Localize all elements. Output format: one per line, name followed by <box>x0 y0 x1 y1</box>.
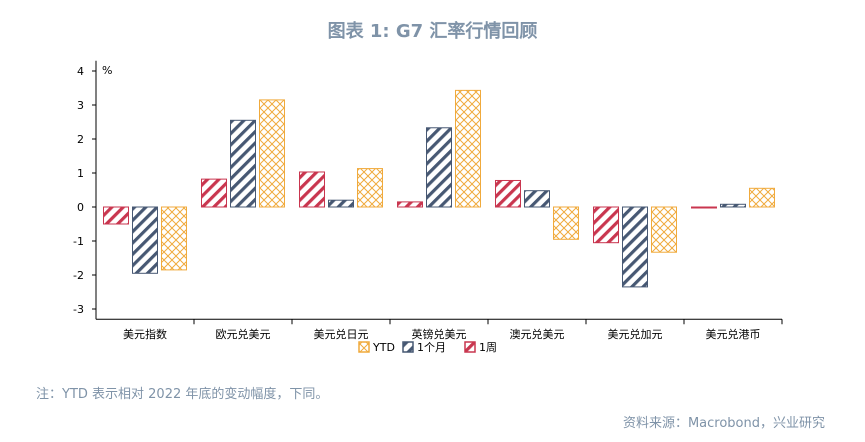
bar-1个月-6 <box>720 203 746 208</box>
x-category-label: 英镑兑美元 <box>412 327 467 341</box>
bar-1周-1 <box>201 178 227 208</box>
bar-YTD-1 <box>259 99 285 208</box>
bar-YTD-6 <box>749 187 775 208</box>
x-category-label: 美元指数 <box>123 327 167 341</box>
legend-label: 1周 <box>479 341 497 354</box>
bar-YTD-5 <box>651 206 677 253</box>
y-tick-label: 1 <box>77 167 84 180</box>
bar-YTD-2 <box>357 168 383 208</box>
bar-1周-2 <box>299 171 325 208</box>
bar-1周-6 <box>691 206 717 209</box>
legend-label: YTD <box>372 341 395 354</box>
y-tick-label: 3 <box>77 99 84 112</box>
x-category-label: 欧元兑美元 <box>216 327 271 341</box>
bar-YTD-4 <box>553 206 579 240</box>
y-unit-label: % <box>102 64 112 77</box>
x-category-label: 美元兑港币 <box>706 327 761 341</box>
legend-swatch-1周 <box>464 341 476 353</box>
bar-YTD-3 <box>455 89 481 208</box>
bar-1周-3 <box>397 201 423 208</box>
bar-1周-0 <box>103 206 129 225</box>
y-tick-label: 4 <box>77 65 84 78</box>
x-category-label: 澳元兑美元 <box>510 327 565 341</box>
bar-1个月-4 <box>524 190 550 208</box>
bar-1周-5 <box>593 206 619 244</box>
x-category-label: 美元兑加元 <box>608 327 663 341</box>
y-tick-label: 0 <box>77 201 84 214</box>
bar-YTD-0 <box>161 206 187 271</box>
legend-swatch-1个月 <box>402 341 414 353</box>
legend-swatch-YTD <box>358 341 370 353</box>
chart-note: 注：YTD 表示相对 2022 年底的变动幅度，下同。 <box>36 387 329 402</box>
bar-chart: 4 3 2 1 0 -1 -2 -3% 美元指数 欧元兑美元 美元兑日元 英镑兑美元 澳元兑美元 美元兑加… <box>73 60 783 354</box>
bar-1个月-2 <box>328 199 354 208</box>
bar-1个月-5 <box>622 206 648 288</box>
y-tick-label: -1 <box>73 235 84 248</box>
y-tick-label: 2 <box>77 133 84 146</box>
bar-1个月-1 <box>230 119 256 208</box>
bar-1个月-3 <box>426 127 452 208</box>
legend-label: 1个月 <box>417 341 446 354</box>
bar-1个月-0 <box>132 206 158 274</box>
y-tick-label: -3 <box>73 303 84 316</box>
y-tick-label: -2 <box>73 269 84 282</box>
chart-source: 资料来源：Macrobond，兴业研究 <box>622 416 825 431</box>
bar-1周-4 <box>495 179 521 208</box>
x-category-label: 美元兑日元 <box>314 327 369 341</box>
chart-title: 图表 1: G7 汇率行情回顾 <box>327 21 538 42</box>
